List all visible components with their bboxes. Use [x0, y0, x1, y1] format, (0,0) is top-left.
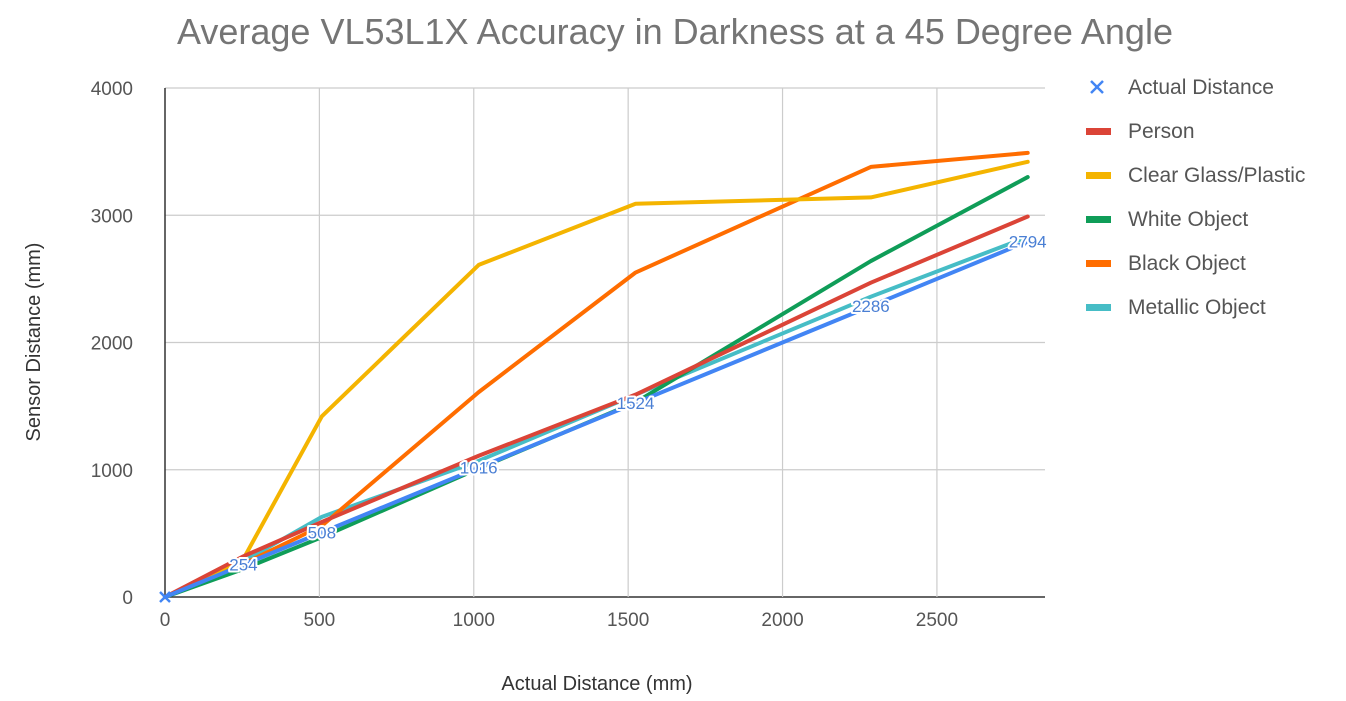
marker-stroke [1021, 235, 1034, 248]
marker-stroke [237, 558, 250, 571]
data-label: 1016 [460, 459, 498, 478]
legend-item: Clear Glass/Plastic [1086, 164, 1305, 187]
data-label: 254 [229, 556, 257, 575]
legend-label: White Object [1128, 208, 1248, 231]
data-label: 1524 [617, 394, 655, 413]
legend-item: Black Object [1086, 252, 1246, 275]
legend-x-icon [1090, 80, 1104, 94]
x-tick-label: 500 [304, 610, 336, 631]
legend-item: White Object [1086, 208, 1248, 231]
marker-stroke [864, 300, 877, 312]
legend-label: Metallic Object [1128, 296, 1266, 319]
x-tick-label: 2500 [916, 610, 958, 631]
legend-item: Metallic Object [1086, 296, 1266, 319]
data-label: 508 [308, 523, 336, 542]
gridlines [165, 87, 1045, 598]
data-point-marker [864, 300, 877, 312]
data-label: 2286 [852, 297, 890, 316]
data-point-marker [629, 397, 642, 409]
y-axis: 0 1000 2000 3000 4000 [91, 79, 166, 609]
legend-swatch [1086, 260, 1111, 267]
y-tick-label: 2000 [91, 334, 133, 355]
data-label: 2794 [1009, 232, 1047, 251]
series-line-actual-distance [163, 239, 1030, 599]
x-tick-label: 1500 [607, 610, 649, 631]
legend-item: Person [1086, 120, 1195, 143]
marker-stroke [315, 526, 328, 539]
y-tick-label: 1000 [91, 461, 133, 482]
legend-item: Actual Distance [1090, 76, 1274, 99]
marker-stroke [472, 461, 485, 474]
y-axis-title: Sensor Distance (mm) [23, 243, 45, 442]
legend-swatch [1086, 172, 1111, 179]
chart-title: Average VL53L1X Accuracy in Darkness at … [177, 11, 1173, 52]
x-tick-label: 2000 [761, 610, 803, 631]
data-point-marker [315, 526, 328, 539]
marker-stroke [629, 397, 642, 409]
legend-swatch [1086, 128, 1111, 135]
legend-label: Clear Glass/Plastic [1128, 164, 1305, 187]
x-axis-title: Actual Distance (mm) [501, 673, 692, 695]
series-line-person [163, 214, 1030, 599]
data-point-marker [472, 461, 485, 474]
data-labels: 254 508 1016 1524 2286 2794 [227, 230, 1048, 576]
legend-label: Actual Distance [1128, 76, 1274, 99]
x-tick-label: 1000 [453, 610, 495, 631]
y-tick-label: 3000 [91, 206, 133, 227]
plot-area [159, 150, 1034, 603]
y-tick-label: 4000 [91, 79, 133, 100]
legend: Actual Distance Person Clear Glass/Plastic… [1086, 76, 1305, 319]
legend-label: Black Object [1128, 252, 1246, 275]
legend-swatch [1086, 304, 1111, 311]
legend-label: Person [1128, 120, 1195, 143]
legend-swatch [1086, 216, 1111, 223]
marker-stroke [159, 591, 171, 603]
y-tick-label: 0 [122, 588, 133, 609]
data-point-marker [237, 558, 250, 571]
x-axis: 0 500 1000 1500 2000 2500 [160, 610, 958, 631]
data-point-marker [159, 591, 171, 603]
data-point-marker [1021, 235, 1034, 248]
x-tick-label: 0 [160, 610, 171, 631]
series-line-metallic-object [163, 234, 1030, 599]
series-line-clear-glass-plastic [163, 159, 1030, 599]
